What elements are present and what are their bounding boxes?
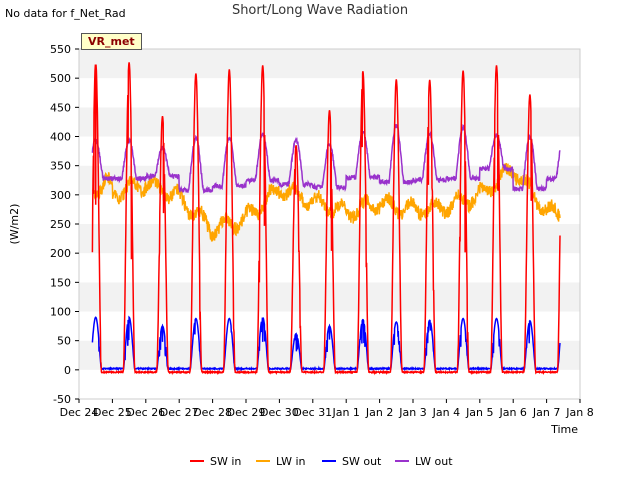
x-axis-label: Time bbox=[550, 423, 578, 436]
x-tick-label: Dec 29 bbox=[227, 406, 266, 419]
series-layer bbox=[91, 62, 561, 376]
x-tick-label: Dec 25 bbox=[93, 406, 132, 419]
y-axis-label: (W/m2) bbox=[8, 204, 21, 245]
grid-band bbox=[79, 253, 580, 283]
series-line-sw-in bbox=[91, 62, 561, 376]
legend-label: SW in bbox=[210, 455, 241, 468]
x-tick-label: Jan 6 bbox=[498, 406, 526, 419]
legend-label: LW in bbox=[276, 455, 306, 468]
x-tick-label: Dec 31 bbox=[293, 406, 332, 419]
no-data-note: No data for f_Net_Rad bbox=[5, 7, 126, 20]
y-tick-label: 100 bbox=[50, 306, 71, 319]
y-tick-label: 350 bbox=[50, 160, 71, 173]
y-tick-label: 400 bbox=[50, 131, 71, 144]
x-tick-label: Jan 2 bbox=[365, 406, 393, 419]
legend: SW in LW in SW out LW out bbox=[190, 455, 453, 468]
grid-band bbox=[79, 49, 580, 79]
x-tick-label: Jan 7 bbox=[532, 406, 560, 419]
y-tick-label: -50 bbox=[53, 393, 71, 406]
grid-band bbox=[79, 224, 580, 254]
y-tick-label: 0 bbox=[64, 364, 71, 377]
y-tick-label: 250 bbox=[50, 218, 71, 231]
x-tick-label: Dec 30 bbox=[260, 406, 299, 419]
y-tick-label: 500 bbox=[50, 72, 71, 85]
x-tick-label: Jan 5 bbox=[465, 406, 493, 419]
y-tick-label: 550 bbox=[50, 43, 71, 56]
grid-band bbox=[79, 340, 580, 370]
grid-band bbox=[79, 282, 580, 312]
plot-background bbox=[79, 49, 580, 399]
y-tick-label: 450 bbox=[50, 101, 71, 114]
grid-band bbox=[79, 78, 580, 108]
x-tick-label: Jan 1 bbox=[331, 406, 359, 419]
site-badge[interactable]: VR_met bbox=[81, 33, 142, 50]
y-axis: -50 0 50 100 150 200 250 300 350 400 450 500 550 bbox=[50, 43, 79, 406]
y-tick-label: 300 bbox=[50, 189, 71, 202]
y-tick-label: 200 bbox=[50, 247, 71, 260]
x-tick-label: Jan 4 bbox=[432, 406, 460, 419]
y-tick-label: 150 bbox=[50, 276, 71, 289]
x-tick-label: Jan 8 bbox=[565, 406, 593, 419]
legend-label: SW out bbox=[342, 455, 382, 468]
x-tick-label: Dec 28 bbox=[193, 406, 232, 419]
chart-title: Short/Long Wave Radiation bbox=[231, 3, 409, 18]
y-tick-label: 50 bbox=[57, 335, 71, 348]
x-tick-label: Dec 27 bbox=[160, 406, 199, 419]
x-tick-label: Dec 26 bbox=[126, 406, 165, 419]
series-line-sw-out bbox=[91, 315, 561, 373]
grid-band bbox=[79, 369, 580, 399]
grid-band bbox=[79, 136, 580, 166]
x-tick-label: Jan 3 bbox=[398, 406, 426, 419]
legend-label: LW out bbox=[415, 455, 453, 468]
x-tick-label: Dec 24 bbox=[60, 406, 99, 419]
series-line-lw-out bbox=[91, 124, 561, 194]
